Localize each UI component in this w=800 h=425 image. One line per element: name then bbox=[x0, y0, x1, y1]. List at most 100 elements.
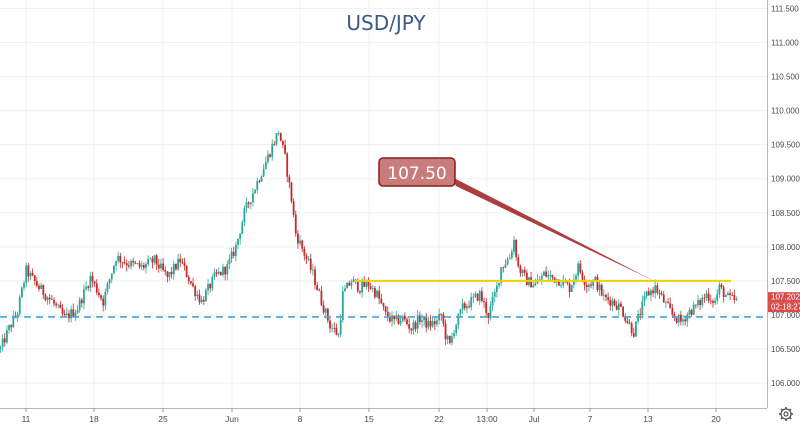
candle bbox=[224, 266, 227, 281]
candle bbox=[215, 269, 218, 277]
candle bbox=[112, 265, 115, 275]
candle bbox=[196, 290, 199, 300]
candle bbox=[510, 248, 513, 260]
candle bbox=[397, 314, 400, 325]
candle bbox=[583, 275, 586, 291]
candle bbox=[425, 313, 428, 333]
candle bbox=[348, 280, 351, 287]
candle bbox=[162, 258, 165, 272]
time-axis[interactable]: 11 18 25 Jun 8 15 22 13:00 Jul 7 13 20 bbox=[0, 408, 767, 424]
candle bbox=[59, 301, 62, 309]
candle bbox=[12, 310, 15, 328]
callout[interactable]: 107.50 bbox=[378, 157, 656, 282]
price-axis[interactable]: 111.500 111.000 110.500 110.000 109.500 109.0… bbox=[767, 0, 800, 408]
candle bbox=[314, 265, 316, 290]
candle bbox=[628, 318, 631, 325]
candle bbox=[40, 282, 43, 290]
candle bbox=[3, 333, 6, 347]
candle bbox=[641, 295, 644, 319]
candle bbox=[282, 140, 284, 149]
candle bbox=[72, 303, 75, 317]
candle bbox=[275, 133, 278, 147]
x-tick-label: 20 bbox=[711, 414, 721, 424]
candle bbox=[609, 296, 612, 311]
callout-box bbox=[378, 157, 456, 187]
x-tick-label: 13 bbox=[643, 414, 653, 424]
candle bbox=[587, 282, 590, 292]
candle bbox=[247, 201, 250, 209]
candle bbox=[679, 310, 682, 326]
candle bbox=[579, 260, 582, 275]
y-tick-label: 109.000 bbox=[771, 175, 800, 184]
candle bbox=[256, 177, 259, 194]
candle bbox=[697, 295, 699, 309]
candle bbox=[175, 263, 177, 271]
y-tick-label: 110.000 bbox=[771, 107, 800, 116]
candle bbox=[252, 188, 254, 207]
candle bbox=[226, 260, 229, 281]
candle bbox=[292, 198, 295, 218]
candle bbox=[273, 141, 276, 146]
candle bbox=[170, 266, 173, 279]
candle bbox=[534, 278, 537, 287]
candle bbox=[727, 291, 729, 296]
candle bbox=[647, 287, 650, 296]
candle bbox=[290, 181, 293, 204]
settings-icon[interactable] bbox=[779, 407, 793, 421]
candle bbox=[316, 282, 319, 291]
candle bbox=[166, 271, 169, 283]
candle bbox=[489, 300, 492, 321]
x-tick-label: 25 bbox=[158, 414, 168, 424]
candle bbox=[722, 284, 725, 303]
candle bbox=[474, 291, 477, 299]
candle bbox=[48, 294, 51, 305]
y-tick-label: 111.500 bbox=[771, 5, 799, 14]
candle bbox=[44, 293, 47, 302]
candle bbox=[660, 290, 663, 296]
candle bbox=[76, 304, 79, 315]
candle bbox=[724, 293, 727, 298]
candle bbox=[575, 273, 577, 284]
candle bbox=[217, 267, 220, 276]
candle bbox=[95, 279, 98, 296]
y-tick-label: 106.000 bbox=[771, 379, 800, 388]
candle bbox=[658, 289, 661, 300]
candle bbox=[532, 281, 535, 288]
candle bbox=[393, 315, 396, 325]
candle bbox=[662, 290, 665, 303]
candle bbox=[222, 263, 224, 277]
x-tick-label: 11 bbox=[22, 414, 31, 424]
candlestick-series bbox=[0, 130, 738, 353]
candle bbox=[157, 258, 160, 273]
candle bbox=[85, 281, 87, 292]
candle bbox=[570, 284, 573, 293]
candle bbox=[654, 279, 657, 299]
candle bbox=[286, 152, 289, 183]
candle bbox=[42, 284, 45, 300]
candle bbox=[378, 285, 381, 304]
candle bbox=[690, 308, 693, 317]
candle bbox=[20, 286, 23, 299]
candle bbox=[130, 259, 132, 270]
candle bbox=[333, 322, 336, 333]
candle bbox=[596, 274, 599, 292]
candle bbox=[260, 175, 263, 183]
x-tick-label: 18 bbox=[89, 414, 99, 424]
candle bbox=[245, 197, 248, 213]
candle bbox=[652, 286, 654, 298]
candle bbox=[549, 270, 552, 281]
callout-pointer bbox=[452, 177, 656, 282]
candle bbox=[602, 289, 605, 301]
candle bbox=[204, 287, 207, 302]
candle bbox=[322, 300, 325, 315]
x-tick-label: 15 bbox=[364, 414, 374, 424]
candle bbox=[709, 294, 712, 305]
y-tick-label: 111.000 bbox=[771, 39, 799, 48]
candle bbox=[585, 281, 588, 293]
candle bbox=[491, 291, 494, 312]
candle bbox=[677, 313, 680, 327]
candle bbox=[294, 210, 297, 237]
candle bbox=[134, 260, 137, 265]
candle bbox=[318, 288, 321, 292]
candle bbox=[483, 297, 485, 308]
